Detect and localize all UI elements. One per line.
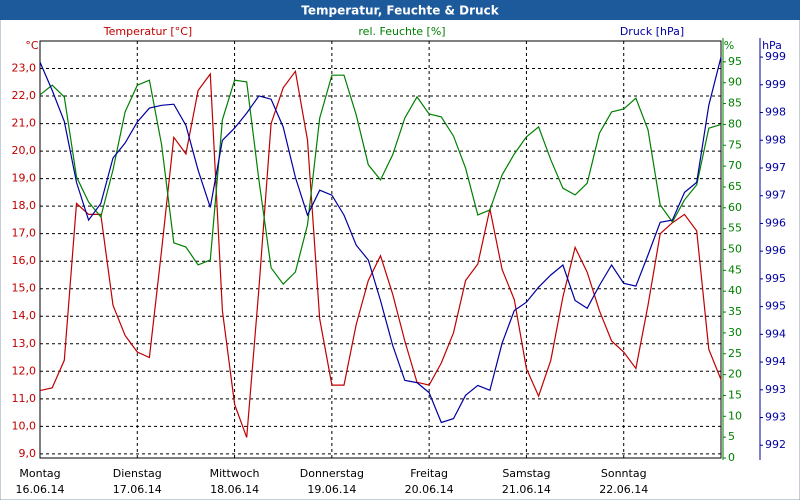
y-tick-label: 17,0 — [12, 227, 37, 240]
y3-tick-label: 995 — [765, 300, 786, 313]
legend-label: rel. Feuchte [%] — [358, 25, 445, 38]
y2-tick-label: 10 — [728, 409, 742, 422]
y-tick-label: 13,0 — [12, 337, 37, 350]
y3-tick-label: 995 — [765, 272, 786, 285]
y-tick-label: 23,0 — [12, 62, 37, 75]
y-tick-label: 15,0 — [12, 282, 37, 295]
x-tick-sublabel: 20.06.14 — [405, 483, 454, 496]
series-line — [39, 74, 722, 286]
y-tick-label: 10,0 — [12, 419, 37, 432]
y2-tick-label: 90 — [728, 76, 742, 89]
y-tick-label: 12,0 — [12, 364, 37, 377]
x-tick-label: Montag — [19, 467, 60, 480]
y3-tick-label: 997 — [765, 189, 786, 202]
y-tick-label: 9,0 — [19, 447, 37, 460]
x-tick-label: Samstag — [502, 467, 550, 480]
y3-tick-label: 994 — [765, 355, 786, 368]
y2-tick-label: 85 — [728, 97, 742, 110]
y3-tick-label: 998 — [765, 106, 786, 119]
legend-label: Druck [hPa] — [620, 25, 684, 38]
y3-tick-label: 999 — [765, 78, 786, 91]
chart-title: Temperatur, Feuchte & Druck — [301, 4, 499, 18]
legend-label: Temperatur [°C] — [103, 25, 192, 38]
y2-tick-label: 15 — [728, 388, 742, 401]
y-tick-label: 22,0 — [12, 89, 37, 102]
y3-tick-label: 992 — [765, 438, 786, 451]
y-tick-label: 18,0 — [12, 199, 37, 212]
y2-tick-label: 70 — [728, 159, 742, 172]
y2-tick-label: 95 — [728, 55, 742, 68]
y2-unit: % — [724, 39, 734, 52]
y2-tick-label: 80 — [728, 117, 742, 130]
y3-tick-label: 993 — [765, 383, 786, 396]
y2-tick-label: 35 — [728, 305, 742, 318]
x-tick-label: Dienstag — [113, 467, 162, 480]
y-tick-label: 11,0 — [12, 392, 37, 405]
y3-tick-label: 997 — [765, 161, 786, 174]
x-tick-label: Mittwoch — [210, 467, 260, 480]
x-tick-sublabel: 21.06.14 — [502, 483, 551, 496]
y2-tick-label: 75 — [728, 138, 742, 151]
y3-unit: hPa — [762, 39, 782, 52]
y3-tick-label: 994 — [765, 327, 786, 340]
y2-tick-label: 60 — [728, 201, 742, 214]
y-tick-label: 19,0 — [12, 172, 37, 185]
y2-tick-label: 45 — [728, 263, 742, 276]
y3-tick-label: 996 — [765, 216, 786, 229]
y2-tick-label: 25 — [728, 347, 742, 360]
y2-tick-label: 30 — [728, 326, 742, 339]
y-tick-label: 21,0 — [12, 117, 37, 130]
x-tick-sublabel: 19.06.14 — [307, 483, 356, 496]
x-tick-sublabel: 16.06.14 — [16, 483, 65, 496]
x-tick-label: Donnerstag — [300, 467, 364, 480]
y2-tick-label: 55 — [728, 222, 742, 235]
series-line — [39, 56, 722, 424]
x-tick-sublabel: 17.06.14 — [113, 483, 162, 496]
y2-tick-label: 0 — [728, 451, 735, 464]
y2-tick-label: 5 — [728, 430, 735, 443]
y3-tick-label: 996 — [765, 244, 786, 257]
x-tick-label: Freitag — [410, 467, 448, 480]
y3-tick-label: 998 — [765, 133, 786, 146]
y2-tick-label: 20 — [728, 368, 742, 381]
y-unit: °C — [25, 39, 39, 52]
x-tick-sublabel: 22.06.14 — [599, 483, 648, 496]
y3-tick-label: 999 — [765, 50, 786, 63]
plot-area — [39, 40, 722, 459]
y2-tick-label: 65 — [728, 180, 742, 193]
y-tick-label: 14,0 — [12, 309, 37, 322]
x-tick-label: Sonntag — [601, 467, 647, 480]
y2-tick-label: 50 — [728, 243, 742, 256]
y2-tick-label: 40 — [728, 284, 742, 297]
y3-tick-label: 993 — [765, 411, 786, 424]
y-tick-label: 20,0 — [12, 144, 37, 157]
x-tick-sublabel: 18.06.14 — [210, 483, 259, 496]
y-tick-label: 16,0 — [12, 254, 37, 267]
series-line — [39, 69, 722, 438]
title-bar — [0, 0, 800, 20]
